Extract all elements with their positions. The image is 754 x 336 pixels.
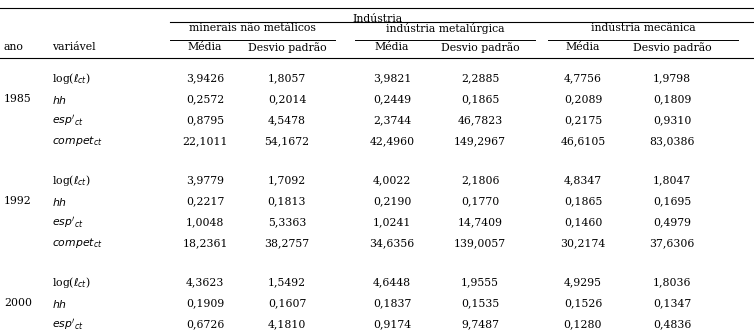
Text: 5,3363: 5,3363 xyxy=(268,217,306,227)
Text: 3,9426: 3,9426 xyxy=(186,74,224,84)
Text: $esp'_{ct}$: $esp'_{ct}$ xyxy=(52,317,84,332)
Text: 0,2572: 0,2572 xyxy=(186,94,224,104)
Text: 0,2217: 0,2217 xyxy=(185,197,224,207)
Text: 3,9779: 3,9779 xyxy=(186,175,224,185)
Text: log($\ell_{ct}$): log($\ell_{ct}$) xyxy=(52,275,90,290)
Text: 22,1011: 22,1011 xyxy=(182,136,228,146)
Text: 1992: 1992 xyxy=(4,197,32,207)
Text: 139,0057: 139,0057 xyxy=(454,239,506,249)
Text: minerais não metálicos: minerais não metálicos xyxy=(189,23,316,33)
Text: 1,5492: 1,5492 xyxy=(268,278,306,288)
Text: 0,1865: 0,1865 xyxy=(461,94,499,104)
Text: 46,7823: 46,7823 xyxy=(458,116,503,126)
Text: 4,5478: 4,5478 xyxy=(268,116,306,126)
Text: 0,2014: 0,2014 xyxy=(268,94,306,104)
Text: Média: Média xyxy=(188,42,222,52)
Text: Desvio padrão: Desvio padrão xyxy=(440,42,520,53)
Text: 4,3623: 4,3623 xyxy=(185,278,224,288)
Text: 54,1672: 54,1672 xyxy=(265,136,310,146)
Text: 0,4836: 0,4836 xyxy=(653,320,691,330)
Text: 1,7092: 1,7092 xyxy=(268,175,306,185)
Text: 0,1347: 0,1347 xyxy=(653,298,691,308)
Text: ano: ano xyxy=(4,42,24,52)
Text: 46,6105: 46,6105 xyxy=(560,136,605,146)
Text: 30,2174: 30,2174 xyxy=(560,239,605,249)
Text: 1,0241: 1,0241 xyxy=(372,217,411,227)
Text: $esp'_{ct}$: $esp'_{ct}$ xyxy=(52,215,84,230)
Text: log($\ell_{ct}$): log($\ell_{ct}$) xyxy=(52,173,90,188)
Text: 0,8795: 0,8795 xyxy=(186,116,224,126)
Text: Indústria: Indústria xyxy=(352,14,402,24)
Text: 0,1865: 0,1865 xyxy=(564,197,602,207)
Text: $compet_{ct}$: $compet_{ct}$ xyxy=(52,134,103,149)
Text: 0,1695: 0,1695 xyxy=(653,197,691,207)
Text: 2,2885: 2,2885 xyxy=(461,74,499,84)
Text: $hh$: $hh$ xyxy=(52,297,67,309)
Text: 83,0386: 83,0386 xyxy=(649,136,694,146)
Text: 0,1909: 0,1909 xyxy=(186,298,224,308)
Text: 0,2089: 0,2089 xyxy=(564,94,602,104)
Text: $hh$: $hh$ xyxy=(52,93,67,106)
Text: 0,1813: 0,1813 xyxy=(268,197,306,207)
Text: 0,6726: 0,6726 xyxy=(185,320,224,330)
Text: 0,1460: 0,1460 xyxy=(564,217,602,227)
Text: indústria mecânica: indústria mecânica xyxy=(590,23,695,33)
Text: log($\ell_{ct}$): log($\ell_{ct}$) xyxy=(52,71,90,86)
Text: 4,7756: 4,7756 xyxy=(564,74,602,84)
Text: 0,1280: 0,1280 xyxy=(564,320,602,330)
Text: 2000: 2000 xyxy=(4,298,32,308)
Text: 0,1526: 0,1526 xyxy=(564,298,602,308)
Text: 4,8347: 4,8347 xyxy=(564,175,602,185)
Text: 4,9295: 4,9295 xyxy=(564,278,602,288)
Text: 38,2757: 38,2757 xyxy=(265,239,310,249)
Text: 0,1837: 0,1837 xyxy=(372,298,411,308)
Text: 0,2190: 0,2190 xyxy=(372,197,411,207)
Text: 1,9555: 1,9555 xyxy=(461,278,499,288)
Text: 1,8057: 1,8057 xyxy=(268,74,306,84)
Text: 3,9821: 3,9821 xyxy=(372,74,411,84)
Text: $esp'_{ct}$: $esp'_{ct}$ xyxy=(52,113,84,128)
Text: 1,8036: 1,8036 xyxy=(653,278,691,288)
Text: indústria metalúrgica: indústria metalúrgica xyxy=(386,23,504,34)
Text: 0,1809: 0,1809 xyxy=(653,94,691,104)
Text: 0,2449: 0,2449 xyxy=(373,94,411,104)
Text: 2,3744: 2,3744 xyxy=(373,116,411,126)
Text: 14,7409: 14,7409 xyxy=(458,217,502,227)
Text: 1,0048: 1,0048 xyxy=(185,217,224,227)
Text: 0,1535: 0,1535 xyxy=(461,298,499,308)
Text: 34,6356: 34,6356 xyxy=(369,239,415,249)
Text: 0,2175: 0,2175 xyxy=(564,116,602,126)
Text: 0,9310: 0,9310 xyxy=(653,116,691,126)
Text: 0,1607: 0,1607 xyxy=(268,298,306,308)
Text: 2,1806: 2,1806 xyxy=(461,175,499,185)
Text: $compet_{ct}$: $compet_{ct}$ xyxy=(52,237,103,251)
Text: 0,9174: 0,9174 xyxy=(373,320,411,330)
Text: 4,1810: 4,1810 xyxy=(268,320,306,330)
Text: Média: Média xyxy=(566,42,600,52)
Text: 4,6448: 4,6448 xyxy=(373,278,411,288)
Text: 0,4979: 0,4979 xyxy=(653,217,691,227)
Text: 18,2361: 18,2361 xyxy=(182,239,228,249)
Text: 9,7487: 9,7487 xyxy=(461,320,499,330)
Text: $hh$: $hh$ xyxy=(52,196,67,208)
Text: variável: variável xyxy=(52,42,96,52)
Text: 1985: 1985 xyxy=(4,94,32,104)
Text: 1,8047: 1,8047 xyxy=(653,175,691,185)
Text: Desvio padrão: Desvio padrão xyxy=(633,42,711,53)
Text: 4,0022: 4,0022 xyxy=(372,175,411,185)
Text: Desvio padrão: Desvio padrão xyxy=(247,42,326,53)
Text: 42,4960: 42,4960 xyxy=(369,136,415,146)
Text: 1,9798: 1,9798 xyxy=(653,74,691,84)
Text: 37,6306: 37,6306 xyxy=(649,239,694,249)
Text: Média: Média xyxy=(375,42,409,52)
Text: 0,1770: 0,1770 xyxy=(461,197,499,207)
Text: 149,2967: 149,2967 xyxy=(454,136,506,146)
